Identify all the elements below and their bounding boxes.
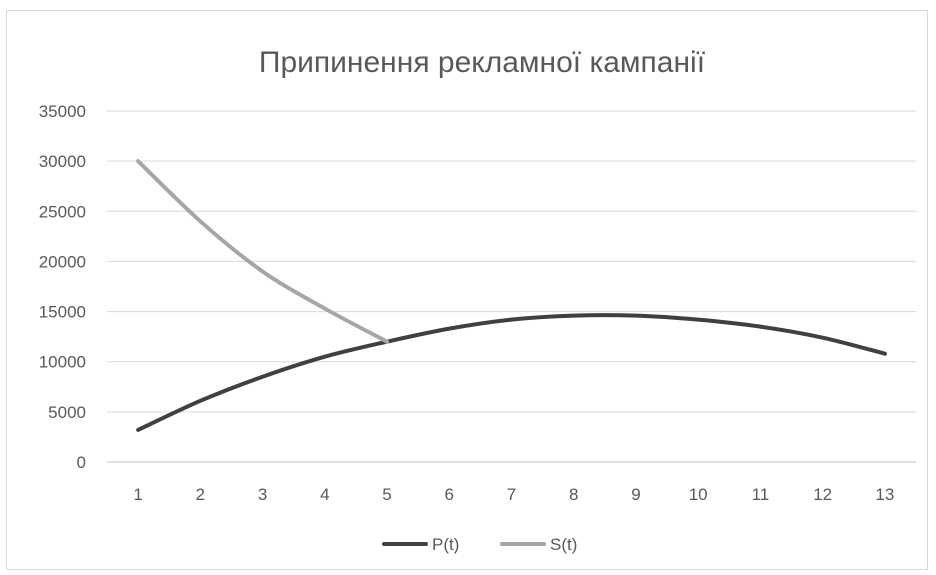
chart-title: Припинення рекламної кампанії: [259, 46, 706, 79]
x-tick-label: 2: [196, 485, 205, 504]
series-line-s: [136, 159, 390, 344]
y-tick-label: 15000: [39, 303, 86, 322]
y-tick-label: 20000: [39, 252, 86, 271]
legend-label: S(t): [550, 535, 577, 554]
chart-frame: [6, 10, 928, 570]
y-axis-ticks: 0 5000 10000 15000 20000 25000 30000 35000: [39, 102, 86, 472]
y-tick-label: 30000: [39, 152, 86, 171]
y-tick-label: 5000: [48, 403, 86, 422]
x-tick-label: 7: [507, 485, 516, 504]
x-tick-label: 5: [382, 485, 391, 504]
y-tick-label: 10000: [39, 353, 86, 372]
x-tick-label: 10: [689, 485, 708, 504]
x-axis-ticks: 1 2 3 4 5 6 7 8 9 10 11 12 13: [133, 485, 894, 504]
x-tick-label: 4: [320, 485, 329, 504]
x-tick-label: 1: [133, 485, 142, 504]
series-lines: [136, 159, 887, 432]
y-tick-label: 35000: [39, 102, 86, 121]
x-tick-label: 3: [258, 485, 267, 504]
y-tick-label: 25000: [39, 202, 86, 221]
x-tick-label: 8: [569, 485, 578, 504]
legend: P(t) S(t): [382, 535, 577, 554]
series-line-p: [136, 313, 887, 432]
y-tick-label: 0: [77, 453, 86, 472]
x-tick-label: 13: [875, 485, 894, 504]
legend-label: P(t): [432, 535, 459, 554]
x-tick-label: 9: [631, 485, 640, 504]
x-tick-label: 11: [752, 485, 770, 504]
x-tick-label: 12: [813, 485, 832, 504]
gridlines: [107, 110, 916, 463]
x-tick-label: 6: [445, 485, 454, 504]
